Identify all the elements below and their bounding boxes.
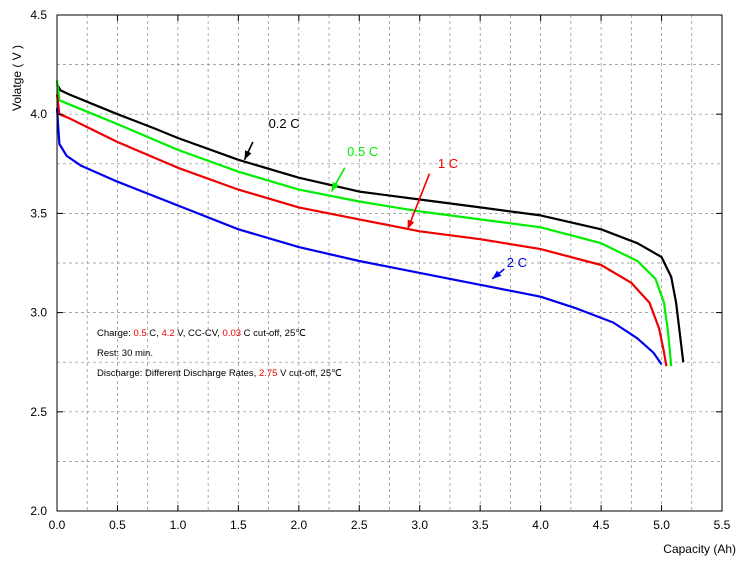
y-tick-label: 2.5	[30, 405, 47, 419]
annotation-arrowhead	[244, 150, 251, 160]
note-text: 0.5	[133, 328, 146, 339]
y-tick-label: 3.5	[30, 206, 47, 220]
x-tick-label: 4.5	[593, 518, 610, 532]
note-text: 0.03	[223, 328, 242, 339]
y-tick-label: 4.5	[30, 8, 47, 22]
note-text: V cut-off, 25℃	[277, 368, 342, 379]
note-text: 2.75	[259, 368, 278, 379]
x-tick-label: 1.0	[170, 518, 187, 532]
y-tick-label: 2.0	[30, 504, 47, 518]
x-tick-label: 1.5	[230, 518, 247, 532]
x-tick-label: 2.0	[290, 518, 307, 532]
x-tick-label: 5.0	[653, 518, 670, 532]
grid	[57, 15, 722, 511]
x-tick-label: 0.5	[109, 518, 126, 532]
axis-ticks: 0.0 0.5 1.0 1.5 2.0 2.5 3.0 3.5 4.0 4.5 5.0 5.5 2.0 2…	[30, 8, 730, 532]
x-tick-label: 3.5	[472, 518, 489, 532]
x-tick-label: 4.0	[532, 518, 549, 532]
x-tick-label: 3.0	[411, 518, 428, 532]
annotation-label: 0.2 C	[269, 116, 300, 131]
series-line-0-2-c	[57, 84, 683, 362]
note-text: Discharge: Different Discharge Rates,	[97, 368, 259, 379]
note-line: Rest: 30 min.	[97, 348, 153, 359]
note-text: Rest: 30 min.	[97, 348, 153, 359]
y-tick-label: 4.0	[30, 107, 47, 121]
note-line: Charge: 0.5 C, 4.2 V, CC-CV, 0.03 C cut-…	[97, 328, 306, 339]
note-text: 4.2	[161, 328, 174, 339]
note-text: C,	[147, 328, 162, 339]
series-annotations: 0.2 C 0.5 C 1 C 2 C	[244, 116, 527, 279]
x-axis-title: Capacity (Ah)	[663, 542, 736, 556]
note-line: Discharge: Different Discharge Rates, 2.…	[97, 368, 342, 379]
y-tick-label: 3.0	[30, 306, 47, 320]
series-line-1-c	[57, 94, 666, 366]
annotation-label: 0.5 C	[347, 144, 378, 159]
x-tick-label: 2.5	[351, 518, 368, 532]
test-conditions-note: Charge: 0.5 C, 4.2 V, CC-CV, 0.03 C cut-…	[97, 328, 342, 379]
x-tick-label: 5.5	[714, 518, 731, 532]
x-tick-label: 0.0	[49, 518, 66, 532]
series-lines	[57, 81, 683, 367]
note-text: C cut-off, 25℃	[241, 328, 306, 339]
annotation-label: 2 C	[507, 255, 527, 270]
annotation-label: 1 C	[438, 156, 458, 171]
note-text: V, CC-CV,	[175, 328, 223, 339]
note-text: Charge:	[97, 328, 133, 339]
y-axis-title: Volatge ( V )	[10, 45, 24, 111]
annotation-arrowhead	[408, 220, 415, 230]
